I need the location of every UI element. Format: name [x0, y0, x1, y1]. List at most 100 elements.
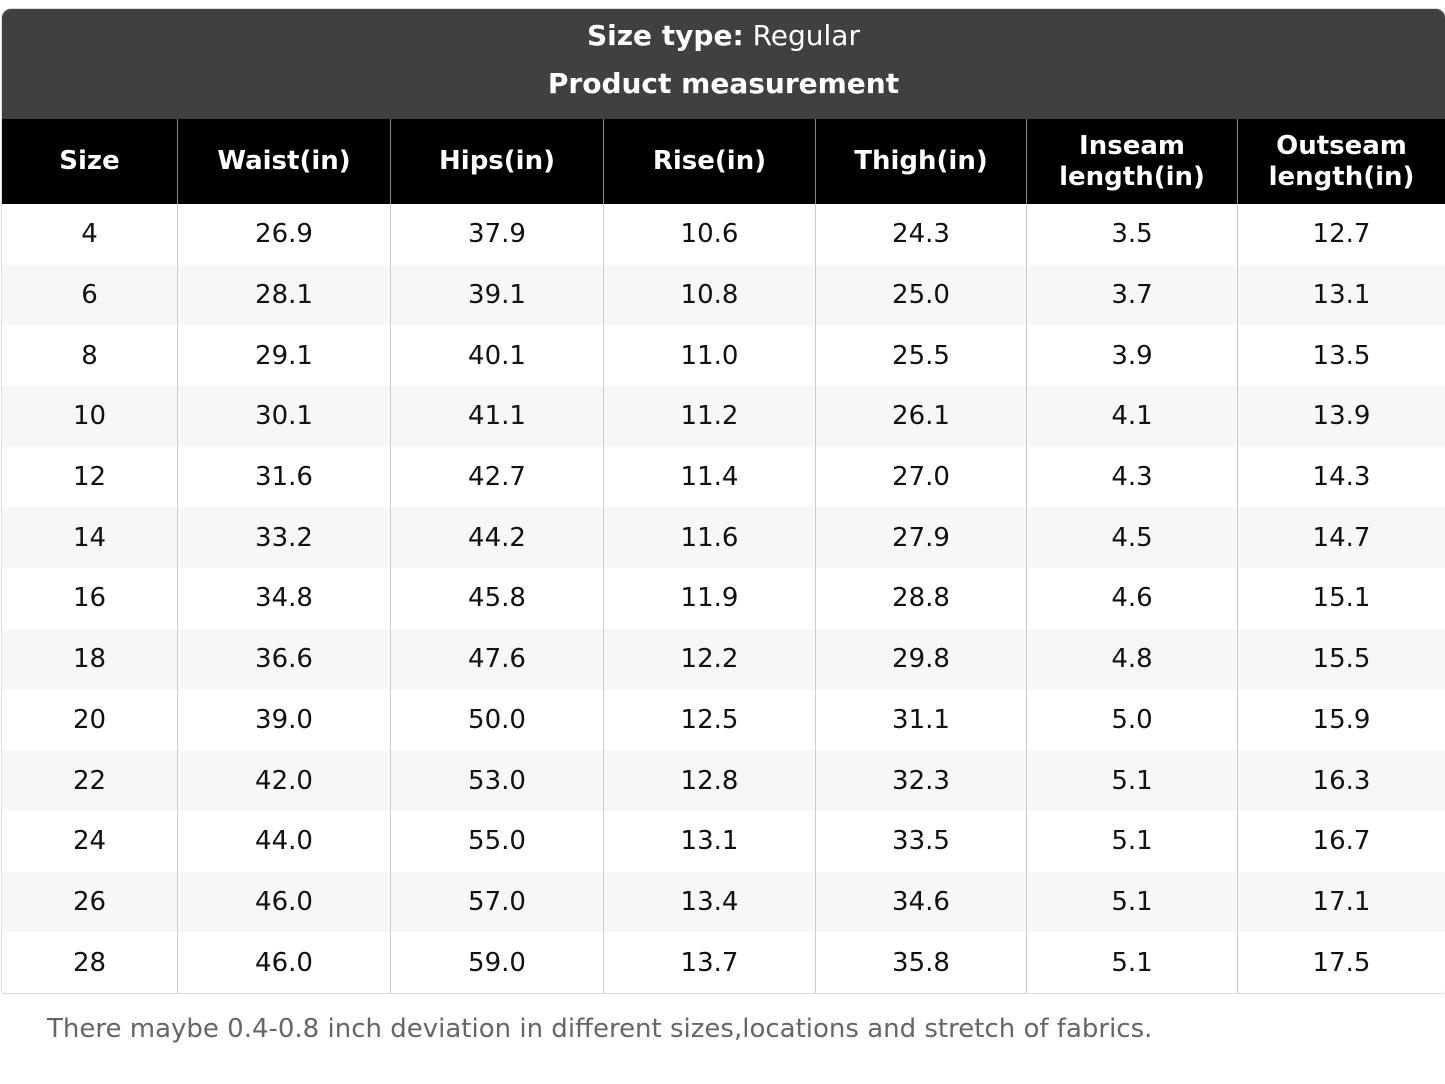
- table-cell: 3.7: [1026, 264, 1237, 326]
- table-cell: 11.6: [603, 507, 815, 569]
- table-cell: 10.8: [603, 264, 815, 326]
- column-header: Thigh(in): [815, 119, 1026, 204]
- table-cell: 31.6: [177, 446, 390, 508]
- footer-note: There maybe 0.4-0.8 inch deviation in di…: [47, 1014, 1153, 1044]
- table-cell: 14: [2, 507, 177, 569]
- table-cell: 55.0: [390, 810, 603, 872]
- table-cell: 37.9: [390, 204, 603, 265]
- table-cell: 39.0: [177, 689, 390, 751]
- column-header: Outseam length(in): [1237, 119, 1445, 204]
- table-cell: 29.8: [815, 628, 1026, 690]
- table-cell: 24.3: [815, 204, 1026, 265]
- table-cell: 5.1: [1026, 750, 1237, 811]
- table-cell: 44.0: [177, 810, 390, 872]
- table-cell: 25.5: [815, 325, 1026, 387]
- table-cell: 28: [72, 947, 107, 978]
- table-cell: 40.1: [390, 325, 603, 387]
- table-cell: 46.0: [177, 871, 390, 933]
- table-cell: 15.1: [1237, 568, 1445, 629]
- table-cell: 26: [2, 871, 177, 933]
- table-cell: 30.1: [177, 386, 390, 447]
- table-cell: 47.6: [390, 628, 603, 690]
- table-cell: 4: [81, 219, 98, 250]
- table-cell: 41.1: [390, 386, 603, 447]
- table-cell: 13.4: [603, 871, 815, 933]
- table-cell: 11.4: [603, 446, 815, 508]
- table-cell: 12: [72, 462, 107, 493]
- table-cell: 5.1: [1026, 871, 1237, 933]
- table-cell: 24: [72, 826, 107, 857]
- table-cell: 53.0: [390, 750, 603, 811]
- table-cell: 5.0: [1026, 689, 1237, 751]
- size-type-value: Regular: [752, 19, 860, 52]
- table-cell: 46.0: [177, 932, 390, 993]
- table-cell: 13.7: [603, 932, 815, 993]
- column-header: Rise(in): [603, 119, 815, 204]
- table-cell: 17.5: [1237, 932, 1445, 993]
- table-cell: 16.3: [1237, 750, 1445, 811]
- table-cell: 3.9: [1026, 325, 1237, 387]
- table-cell: 10.6: [603, 204, 815, 265]
- table-cell: 33.5: [815, 810, 1026, 872]
- table-cell: 8: [81, 340, 98, 371]
- size-table-card: Size type: Regular Product measurement S…: [1, 8, 1445, 994]
- size-grid: Size Waist(in) Hips(in) Rise(in) Thigh(in) In…: [2, 119, 1445, 993]
- table-cell: 31.1: [815, 689, 1026, 751]
- table-cell: 17.1: [1237, 871, 1445, 933]
- table-cell: 28.1: [177, 264, 390, 326]
- table-cell: 28.8: [815, 568, 1026, 629]
- table-cell: 13.1: [603, 810, 815, 872]
- table-cell: 10: [2, 386, 177, 447]
- table-cell: 50.0: [390, 689, 603, 751]
- table-cell: 14.3: [1237, 446, 1445, 508]
- table-cell: 18: [2, 628, 177, 690]
- table-cell: 44.2: [390, 507, 603, 569]
- table-cell: 16: [72, 583, 107, 614]
- table-cell: 15.9: [1237, 689, 1445, 751]
- table-cell: 12.7: [1237, 204, 1445, 265]
- table-cell: 39.1: [390, 264, 603, 326]
- size-type-label: Size type:: [587, 19, 744, 52]
- table-cell: 29.1: [177, 325, 390, 387]
- table-cell: 13.1: [1237, 264, 1445, 326]
- table-cell: 26.9: [177, 204, 390, 265]
- table-cell: 3.5: [1026, 204, 1237, 265]
- table-cell: 57.0: [390, 871, 603, 933]
- table-cell: 26.1: [815, 386, 1026, 447]
- table-cell: 5.1: [1026, 932, 1237, 993]
- table-cell: 11.9: [603, 568, 815, 629]
- table-cell: 4.1: [1026, 386, 1237, 447]
- table-cell: 35.8: [815, 932, 1026, 993]
- size-type-line: Size type: Regular: [2, 9, 1445, 64]
- table-cell: 11.0: [603, 325, 815, 387]
- column-header: Hips(in): [390, 119, 603, 204]
- table-cell: 12.2: [603, 628, 815, 690]
- table-cell: 34.8: [177, 568, 390, 629]
- table-cell: 32.3: [815, 750, 1026, 811]
- table-cell: 14.7: [1237, 507, 1445, 569]
- table-cell: 11.2: [603, 386, 815, 447]
- table-cell: 4.5: [1026, 507, 1237, 569]
- table-cell: 27.0: [815, 446, 1026, 508]
- table-cell: 59.0: [390, 932, 603, 993]
- table-cell: 22: [2, 750, 177, 811]
- table-cell: 45.8: [390, 568, 603, 629]
- table-cell: 13.9: [1237, 386, 1445, 447]
- table-cell: 4.6: [1026, 568, 1237, 629]
- table-cell: 6: [2, 264, 177, 326]
- column-header: Waist(in): [177, 119, 390, 204]
- table-cell: 33.2: [177, 507, 390, 569]
- table-cell: 27.9: [815, 507, 1026, 569]
- column-header: Size: [2, 119, 177, 204]
- table-cell: 42.7: [390, 446, 603, 508]
- table-cell: 12.5: [603, 689, 815, 751]
- table-cell: 16.7: [1237, 810, 1445, 872]
- table-cell: 5.1: [1026, 810, 1237, 872]
- table-cell: 25.0: [815, 264, 1026, 326]
- table-cell: 12.8: [603, 750, 815, 811]
- table-cell: 15.5: [1237, 628, 1445, 690]
- subtitle: Product measurement: [547, 67, 900, 100]
- table-cell: 13.5: [1237, 325, 1445, 387]
- table-cell: 20: [72, 704, 107, 735]
